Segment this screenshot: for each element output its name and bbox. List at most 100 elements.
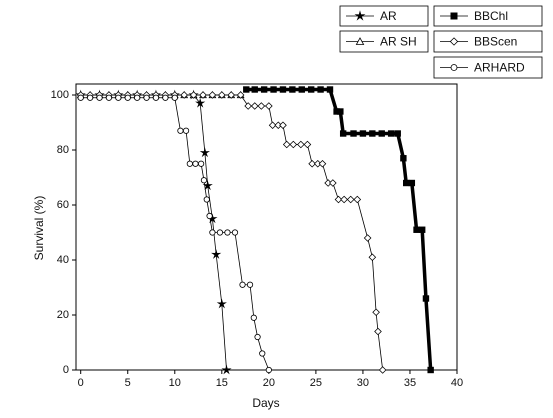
legend-label: AR bbox=[380, 9, 397, 23]
series-line bbox=[246, 87, 433, 371]
data-point bbox=[339, 130, 347, 137]
y-tick-label: 20 bbox=[57, 309, 69, 321]
legend-box bbox=[433, 30, 543, 53]
y-axis-label: Survival (%) bbox=[32, 196, 46, 261]
x-tick-label: 40 bbox=[451, 377, 463, 389]
data-point bbox=[134, 94, 141, 101]
data-point bbox=[195, 97, 206, 108]
data-point bbox=[359, 130, 367, 137]
data-point bbox=[192, 160, 199, 167]
data-point bbox=[372, 308, 380, 317]
data-point bbox=[115, 94, 122, 101]
data-point bbox=[251, 86, 258, 93]
data-point bbox=[182, 127, 190, 134]
data-point bbox=[224, 229, 231, 236]
data-point bbox=[243, 86, 250, 93]
data-point bbox=[186, 160, 193, 167]
data-point bbox=[206, 212, 213, 220]
legend-label: ARHARD bbox=[474, 61, 525, 75]
data-point bbox=[216, 229, 224, 236]
data-point bbox=[218, 91, 226, 99]
plot-frame bbox=[75, 83, 458, 371]
data-point bbox=[105, 94, 113, 101]
data-point bbox=[200, 177, 208, 184]
series-line bbox=[80, 94, 227, 371]
data-point bbox=[180, 91, 188, 99]
data-point bbox=[400, 155, 407, 162]
x-tick-label: 35 bbox=[404, 377, 416, 389]
data-point bbox=[189, 91, 198, 99]
x-axis-label: Days bbox=[252, 396, 279, 410]
data-point bbox=[254, 333, 261, 341]
data-point bbox=[279, 121, 287, 130]
data-point bbox=[413, 226, 420, 233]
data-point bbox=[268, 121, 277, 130]
data-point bbox=[317, 86, 324, 93]
data-point bbox=[221, 364, 232, 375]
x-tick-label: 15 bbox=[216, 377, 228, 389]
data-point bbox=[143, 94, 150, 101]
data-point bbox=[257, 102, 266, 110]
y-tick-label: 100 bbox=[51, 89, 69, 101]
x-tick-label: 30 bbox=[357, 377, 369, 389]
data-point bbox=[244, 102, 252, 110]
data-point bbox=[250, 102, 259, 110]
data-point bbox=[216, 298, 227, 309]
legend-box bbox=[339, 5, 429, 27]
data-point bbox=[177, 127, 184, 134]
x-tick-label: 5 bbox=[125, 377, 131, 389]
data-point bbox=[307, 86, 315, 93]
data-point bbox=[378, 366, 387, 374]
data-point bbox=[77, 94, 84, 101]
data-point bbox=[329, 179, 337, 187]
data-point bbox=[422, 295, 430, 302]
data-point bbox=[265, 366, 272, 374]
data-point bbox=[394, 130, 401, 137]
legend-label: AR SH bbox=[380, 35, 417, 49]
data-point bbox=[209, 229, 216, 236]
data-point bbox=[152, 94, 160, 101]
data-point bbox=[374, 327, 382, 336]
legend-marker bbox=[450, 12, 458, 20]
x-tick-label: 25 bbox=[310, 377, 322, 389]
data-point bbox=[96, 94, 103, 101]
data-point bbox=[87, 94, 94, 101]
data-point bbox=[171, 94, 178, 101]
legend-label: BBChl bbox=[474, 9, 508, 23]
data-point bbox=[337, 108, 344, 115]
data-point bbox=[211, 249, 222, 259]
data-point bbox=[387, 130, 395, 137]
legend-box bbox=[433, 56, 543, 79]
data-point bbox=[353, 195, 362, 204]
data-point bbox=[282, 140, 291, 149]
data-point bbox=[124, 94, 131, 101]
data-point bbox=[297, 140, 305, 149]
legend-box bbox=[339, 30, 429, 53]
data-point bbox=[378, 130, 385, 137]
data-point bbox=[326, 86, 334, 93]
legend-box bbox=[433, 5, 543, 27]
data-point bbox=[203, 196, 210, 203]
data-point bbox=[350, 130, 357, 137]
data-point bbox=[227, 91, 236, 99]
data-point bbox=[408, 179, 416, 187]
data-point bbox=[208, 91, 217, 99]
data-point bbox=[298, 86, 305, 93]
x-tick-label: 0 bbox=[78, 377, 84, 389]
data-point bbox=[427, 366, 434, 374]
data-point bbox=[250, 314, 257, 321]
y-tick-label: 0 bbox=[63, 364, 69, 376]
data-point bbox=[236, 91, 245, 99]
data-point bbox=[289, 140, 298, 149]
legend-marker bbox=[450, 64, 458, 71]
data-point bbox=[259, 350, 266, 357]
data-point bbox=[265, 102, 273, 110]
data-point bbox=[199, 147, 210, 158]
data-point bbox=[202, 180, 213, 191]
data-point bbox=[279, 86, 287, 93]
legend-marker bbox=[449, 37, 459, 46]
data-point bbox=[368, 253, 377, 262]
data-point bbox=[403, 179, 410, 187]
x-tick-label: 20 bbox=[263, 377, 275, 389]
